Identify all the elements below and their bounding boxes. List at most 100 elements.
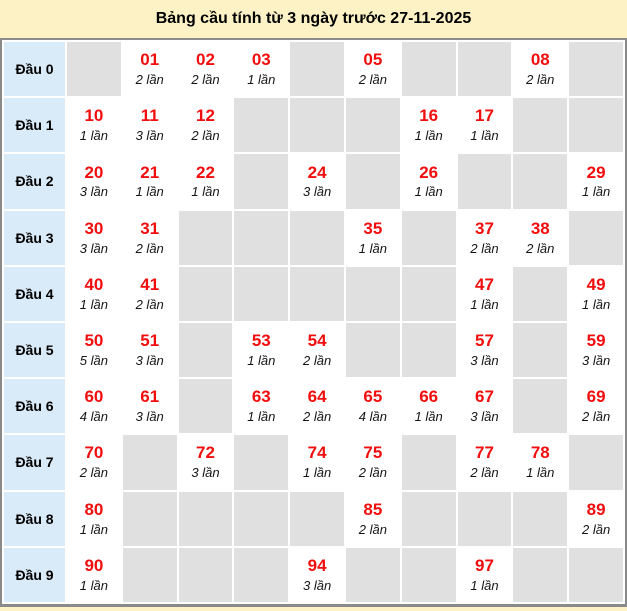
cell-count: 3 lần: [581, 353, 611, 369]
cell-count: 2 lần: [191, 128, 220, 144]
cell-count: 1 lần: [247, 353, 276, 369]
cell-16: 16 1 lần: [401, 98, 456, 153]
cell-count: 3 lần: [302, 184, 332, 200]
cell-40: 40 1 lần: [67, 266, 121, 321]
cell-count: 1 lần: [79, 577, 108, 593]
table-row: Đầu 3 30 3 lần 31 2 lần 35 1 lần 37 2 lần 38 2 lần: [4, 210, 623, 265]
cell-70: 70 2 lần: [67, 435, 121, 490]
cell-51: 51 3 lần: [122, 322, 177, 378]
cell-74: 74 1 lần: [290, 435, 344, 490]
cell-18: [513, 98, 568, 153]
cell-count: 3 lần: [302, 577, 332, 593]
cell-98: [513, 547, 568, 602]
row-label-dau-3: Đầu 3: [4, 210, 65, 265]
cell-52: [178, 322, 233, 378]
cell-number: 59: [586, 331, 606, 351]
cell-54: 54 2 lần: [290, 322, 344, 378]
cell-05: 05 2 lần: [345, 42, 400, 97]
cell-31: 31 2 lần: [122, 210, 177, 265]
cell-number: 35: [363, 218, 383, 238]
cell-15: [345, 98, 400, 153]
cell-number: 41: [140, 274, 160, 294]
cell-count: 1 lần: [470, 128, 499, 144]
cell-29: 29 1 lần: [569, 154, 623, 209]
cell-count: 2 lần: [358, 72, 387, 88]
cell-73: [234, 435, 289, 490]
cell-number: 29: [586, 162, 606, 182]
cell-87: [457, 491, 512, 546]
cell-02: 02 2 lần: [178, 42, 233, 97]
cell-12: 12 2 lần: [178, 98, 233, 153]
cell-number: 65: [363, 387, 383, 407]
cell-45: [345, 266, 400, 321]
cell-count: 2 lần: [581, 521, 611, 537]
cell-number: 01: [140, 50, 160, 70]
cell-count: 2 lần: [302, 409, 332, 425]
cell-95: [345, 547, 400, 602]
cell-number: 54: [307, 331, 327, 351]
cell-42: [178, 266, 233, 321]
cell-count: 2 lần: [470, 240, 499, 256]
cell-count: 1 lần: [581, 184, 611, 200]
cell-14: [290, 98, 344, 153]
cell-55: [345, 322, 400, 378]
cell-85: 85 2 lần: [345, 491, 400, 546]
cell-47: 47 1 lần: [457, 266, 512, 321]
cell-06: [401, 42, 456, 97]
cell-65: 65 4 lần: [345, 379, 400, 434]
cell-number: 30: [84, 218, 104, 238]
cell-count: 1 lần: [526, 465, 555, 481]
cell-count: 3 lần: [191, 465, 220, 481]
table-row: Đầu 2 20 3 lần 21 1 lần 22 1 lần 24 3 lần 26 1 lần…: [4, 154, 623, 209]
cell-75: 75 2 lần: [345, 435, 400, 490]
cell-count: 3 lần: [470, 409, 499, 425]
cell-90: 90 1 lần: [67, 547, 121, 602]
cell-count: 2 lần: [79, 465, 108, 481]
row-label-dau-5: Đầu 5: [4, 322, 65, 378]
cell-count: 2 lần: [358, 521, 387, 537]
cell-43: [234, 266, 289, 321]
cell-80: 80 1 lần: [67, 491, 121, 546]
cell-03: 03 1 lần: [234, 42, 289, 97]
cell-72: 72 3 lần: [178, 435, 233, 490]
cell-number: 74: [307, 443, 327, 463]
cell-number: 24: [307, 162, 327, 182]
cell-30: 30 3 lần: [67, 210, 121, 265]
cell-number: 16: [419, 106, 439, 126]
cell-58: [513, 322, 568, 378]
cell-27: [457, 154, 512, 209]
row-label-dau-1: Đầu 1: [4, 98, 65, 153]
cell-number: 21: [140, 162, 160, 182]
cell-53: 53 1 lần: [234, 322, 289, 378]
table-row: Đầu 5 50 5 lần 51 3 lần 53 1 lần 54 2 lần 57 3 lần…: [4, 322, 623, 378]
cell-number: 17: [475, 106, 494, 126]
cell-number: 49: [586, 274, 606, 294]
cell-number: 22: [196, 162, 215, 182]
cell-number: 53: [251, 331, 271, 351]
cell-04: [290, 42, 344, 97]
cell-count: 4 lần: [79, 409, 108, 425]
cell-count: 1 lần: [135, 184, 164, 200]
cell-count: 2 lần: [526, 72, 555, 88]
cell-count: 1 lần: [247, 409, 276, 425]
cell-count: 2 lần: [191, 72, 220, 88]
row-label-dau-7: Đầu 7: [4, 435, 65, 490]
cell-71: [122, 435, 177, 490]
cell-38: 38 2 lần: [513, 210, 568, 265]
cell-number: 40: [84, 274, 104, 294]
cell-number: 51: [140, 331, 160, 351]
cell-number: 60: [84, 387, 104, 407]
cell-17: 17 1 lần: [457, 98, 512, 153]
cell-count: 1 lần: [414, 184, 443, 200]
cell-number: 78: [530, 443, 550, 463]
cell-count: 2 lần: [581, 409, 611, 425]
cell-24: 24 3 lần: [290, 154, 344, 209]
cell-19: [569, 98, 623, 153]
cell-number: 72: [196, 443, 215, 463]
cell-10: 10 1 lần: [67, 98, 121, 153]
cell-21: 21 1 lần: [122, 154, 177, 209]
cell-number: 80: [84, 499, 104, 519]
cell-59: 59 3 lần: [569, 322, 623, 378]
cell-63: 63 1 lần: [234, 379, 289, 434]
cell-number: 90: [84, 555, 104, 575]
